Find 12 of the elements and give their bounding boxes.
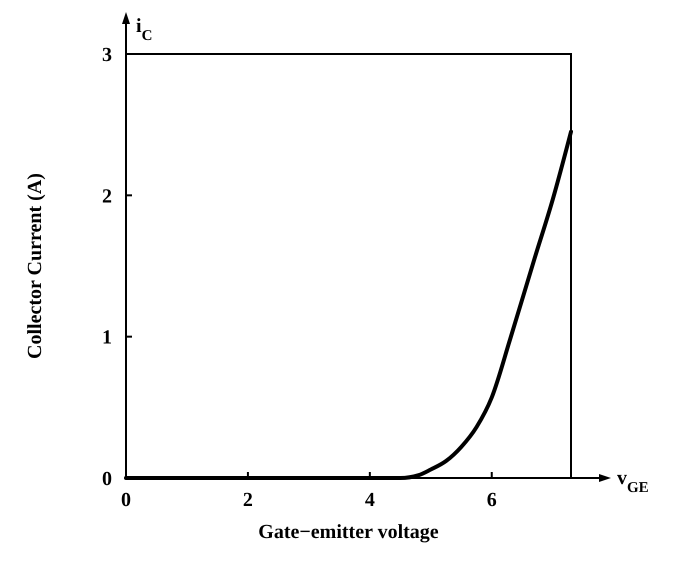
- y-axis-title: Collector Current (A): [24, 173, 46, 359]
- x-tick-label: 6: [486, 489, 497, 511]
- x-axis-title: Gate−emitter voltage: [258, 521, 439, 543]
- y-tick-label: 2: [102, 185, 112, 208]
- y-tick-label: 1: [102, 326, 112, 349]
- x-tick-label: 4: [364, 489, 375, 511]
- y-tick-label: 3: [102, 44, 112, 66]
- y-tick-label: 0: [102, 468, 112, 490]
- text: v$_{GE}$: [617, 467, 649, 496]
- x-tick-label: 0: [121, 489, 131, 511]
- x-tick-label: 2: [242, 489, 253, 511]
- text: i$_{C}$: [136, 15, 152, 44]
